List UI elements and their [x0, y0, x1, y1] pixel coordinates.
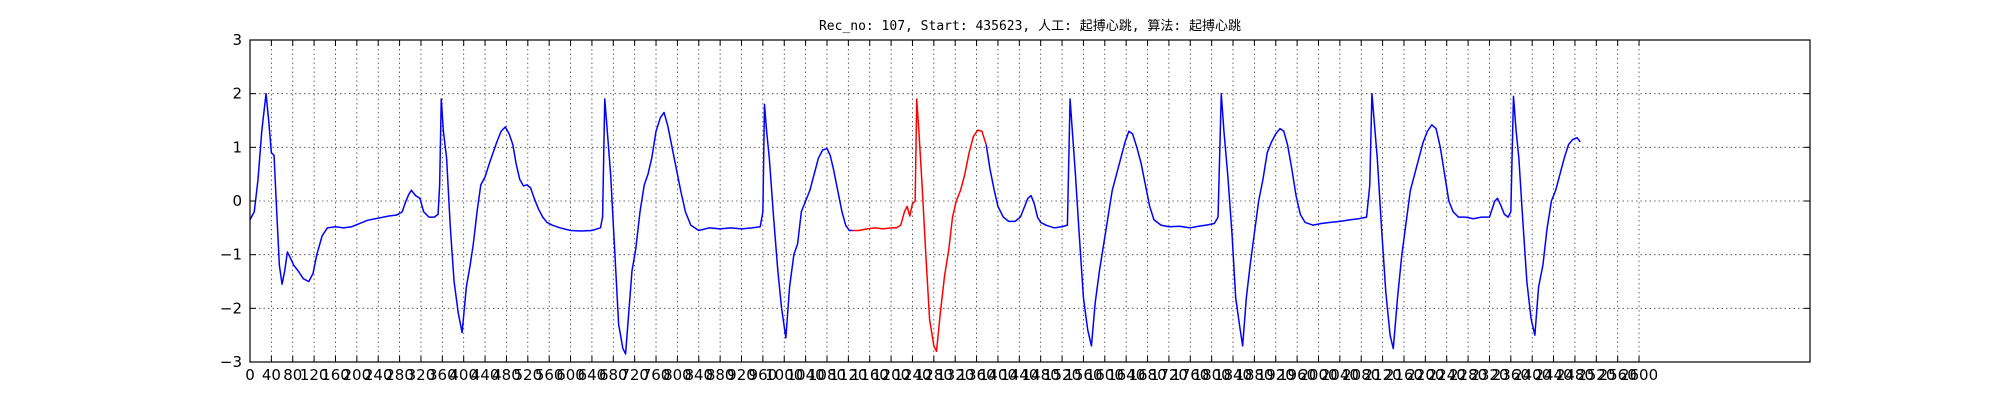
x-tick-label: 680: [599, 366, 628, 384]
x-tick-label: 2520: [1577, 366, 1615, 384]
x-tick-label: 920: [727, 366, 756, 384]
x-tick-label: 720: [620, 366, 649, 384]
x-tick-label: 1160: [851, 366, 889, 384]
y-tick-label: 1: [232, 138, 242, 156]
x-tick-label: 2200: [1406, 366, 1444, 384]
x-tick-label: 2080: [1342, 366, 1380, 384]
x-tick-label: 640: [578, 366, 607, 384]
x-tick-label: 2560: [1599, 366, 1637, 384]
x-tick-label: 1320: [936, 366, 974, 384]
x-tick-label: 960: [749, 366, 778, 384]
y-tick-label: −1: [220, 246, 242, 264]
x-tick-label: 2440: [1534, 366, 1572, 384]
x-tick-label: 1680: [1128, 366, 1166, 384]
y-tick-label: 2: [232, 85, 242, 103]
series-layer: [249, 92, 1581, 355]
x-tick-label: 880: [706, 366, 735, 384]
chart-title: Rec_no: 107, Start: 435623, 人工: 起搏心跳, 算法…: [819, 18, 1241, 34]
y-tick-label: 3: [232, 31, 242, 49]
series-line-1: [249, 92, 853, 355]
x-tick-label: 2160: [1385, 366, 1423, 384]
x-tick-label: 440: [471, 366, 500, 384]
x-tick-label: 2360: [1492, 366, 1530, 384]
x-tick-label: 400: [449, 366, 478, 384]
x-tick-label: 0: [245, 366, 255, 384]
x-tick-label: 80: [283, 366, 302, 384]
x-axis-ticks: 0 40 8012016020024028032036040044048052056…: [245, 40, 1658, 384]
x-tick-label: 1240: [893, 366, 931, 384]
x-tick-label: 1640: [1107, 366, 1145, 384]
x-tick-label: 2040: [1321, 366, 1359, 384]
x-tick-label: 1600: [1086, 366, 1124, 384]
x-tick-label: 600: [556, 366, 585, 384]
x-tick-label: 800: [663, 366, 692, 384]
y-axis-ticks: 3 2 1 0 −1 −2 −3: [220, 31, 1810, 371]
x-tick-label: 2120: [1364, 366, 1402, 384]
y-tick-label: −2: [220, 299, 242, 317]
x-tick-label: 2240: [1428, 366, 1466, 384]
x-tick-label: 1280: [915, 366, 953, 384]
x-tick-label: 1200: [872, 366, 910, 384]
x-tick-label: 1800: [1193, 366, 1231, 384]
x-tick-label: 2480: [1556, 366, 1594, 384]
x-tick-label: 1040: [787, 366, 825, 384]
series-line-3: [985, 92, 1581, 350]
grid-layer: [250, 40, 1810, 362]
x-tick-label: 1480: [1022, 366, 1060, 384]
x-tick-label: 160: [321, 366, 350, 384]
x-tick-label: 40: [262, 366, 281, 384]
x-tick-label: 1000: [765, 366, 803, 384]
x-tick-label: 1760: [1171, 366, 1209, 384]
x-tick-label: 1560: [1064, 366, 1102, 384]
y-tick-label: 0: [232, 192, 242, 210]
y-tick-label: −3: [220, 353, 242, 371]
x-tick-label: 840: [684, 366, 713, 384]
x-tick-label: 120: [300, 366, 329, 384]
x-tick-label: 1120: [829, 366, 867, 384]
x-tick-label: 1920: [1257, 366, 1295, 384]
x-tick-label: 1960: [1278, 366, 1316, 384]
x-tick-label: 1080: [808, 366, 846, 384]
x-tick-label: 200: [343, 366, 372, 384]
x-tick-label: 320: [407, 366, 436, 384]
series-line-2: [852, 98, 987, 353]
x-tick-label: 480: [492, 366, 521, 384]
x-tick-label: 1520: [1043, 366, 1081, 384]
x-tick-label: 280: [385, 366, 414, 384]
x-tick-label: 560: [535, 366, 564, 384]
x-tick-label: 1400: [979, 366, 1017, 384]
x-tick-label: 2280: [1449, 366, 1487, 384]
x-tick-label: 1440: [1000, 366, 1038, 384]
x-tick-label: 2400: [1513, 366, 1551, 384]
x-tick-label: 2320: [1470, 366, 1508, 384]
x-tick-label: 2000: [1299, 366, 1337, 384]
x-tick-label: 240: [364, 366, 393, 384]
x-tick-label: 760: [642, 366, 671, 384]
x-tick-label: 1880: [1235, 366, 1273, 384]
x-tick-label: 1840: [1214, 366, 1252, 384]
x-tick-label: 520: [513, 366, 542, 384]
x-tick-label: 1360: [957, 366, 995, 384]
x-tick-label: 1720: [1150, 366, 1188, 384]
x-tick-label: 2600: [1620, 366, 1658, 384]
x-tick-label: 360: [428, 366, 457, 384]
